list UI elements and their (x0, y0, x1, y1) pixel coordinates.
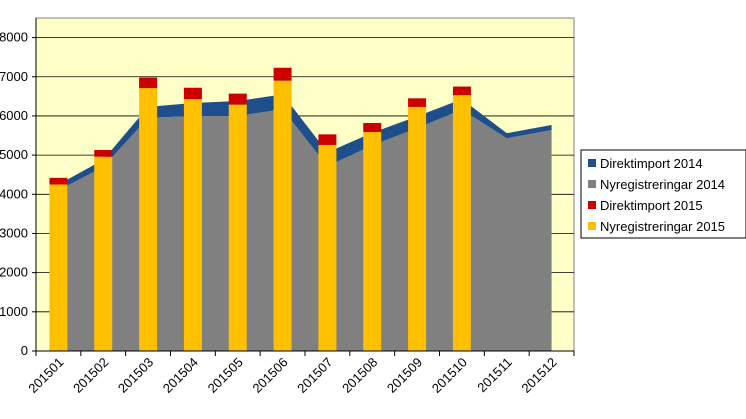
bar-direktimport-2015 (318, 134, 337, 145)
legend-label: Direktimport 2015 (600, 198, 703, 213)
bar-nyregistreringar-2015 (49, 184, 68, 351)
bar-direktimport-2015 (408, 98, 427, 107)
x-tick-label: 201507 (294, 355, 335, 396)
y-tick-label: 0 (21, 343, 28, 358)
bar-nyregistreringar-2015 (228, 104, 247, 351)
x-tick-label: 201510 (429, 355, 470, 396)
y-tick-label: 4000 (0, 186, 28, 201)
x-tick-label: 201511 (474, 355, 515, 396)
y-tick-label: 6000 (0, 108, 28, 123)
y-tick-label: 1000 (0, 304, 28, 319)
legend-label: Direktimport 2014 (600, 156, 703, 171)
bar-direktimport-2015 (183, 87, 202, 100)
bar-nyregistreringar-2015 (183, 99, 202, 351)
x-tick-label: 201504 (160, 355, 201, 396)
bar-direktimport-2015 (363, 122, 382, 133)
legend-swatch (588, 180, 596, 188)
x-tick-label: 201509 (384, 355, 425, 396)
legend-swatch (588, 222, 596, 230)
x-tick-label: 201501 (25, 355, 66, 396)
bar-nyregistreringar-2015 (139, 88, 158, 351)
y-tick-label: 2000 (0, 265, 28, 280)
x-tick-label: 201502 (70, 355, 111, 396)
y-tick-label: 3000 (0, 225, 28, 240)
bar-nyregistreringar-2015 (452, 95, 471, 352)
x-tick-label: 201505 (205, 355, 246, 396)
legend-swatch (588, 201, 596, 209)
bar-direktimport-2015 (94, 150, 113, 157)
x-tick-label: 201506 (249, 355, 290, 396)
x-tick-label: 201508 (339, 355, 380, 396)
y-tick-label: 8000 (0, 30, 28, 45)
legend-label: Nyregistreringar 2015 (600, 219, 725, 234)
bar-nyregistreringar-2015 (94, 156, 113, 351)
y-tick-label: 5000 (0, 147, 28, 162)
bar-nyregistreringar-2015 (273, 80, 292, 352)
legend (580, 149, 746, 239)
bar-direktimport-2015 (139, 77, 158, 89)
area-direktimport-2014 (58, 94, 552, 191)
legend-label: Nyregistreringar 2014 (600, 177, 725, 192)
bar-nyregistreringar-2015 (363, 132, 382, 351)
bar-nyregistreringar-2015 (408, 106, 427, 351)
legend-swatch (588, 159, 596, 167)
x-tick-label: 201503 (115, 355, 156, 396)
y-tick-label: 7000 (0, 69, 28, 84)
bar-direktimport-2015 (273, 67, 292, 81)
bar-direktimport-2015 (452, 86, 471, 96)
bar-direktimport-2015 (49, 177, 68, 185)
area-nyregistreringar-2014 (58, 109, 552, 351)
bar-nyregistreringar-2015 (318, 144, 337, 351)
bar-direktimport-2015 (228, 93, 247, 105)
x-tick-label: 201512 (518, 355, 559, 396)
